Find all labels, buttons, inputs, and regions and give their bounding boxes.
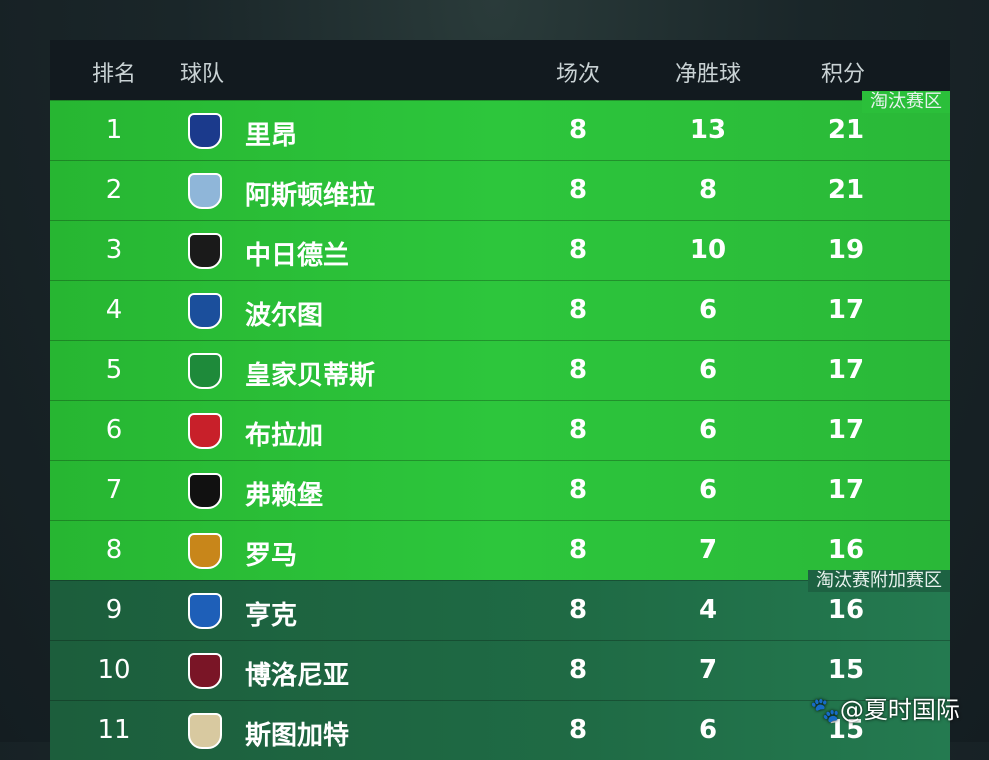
lyon-crest-icon	[188, 113, 222, 149]
table-row[interactable]: 10 博洛尼亚 8 7 15	[50, 640, 950, 700]
betis-crest-icon	[188, 353, 222, 389]
team-name: 中日德兰	[245, 241, 350, 271]
played: 8	[568, 535, 588, 565]
rank: 4	[105, 295, 123, 325]
points: 16	[827, 595, 865, 625]
table-row[interactable]: 9 亨克 8 4 16	[50, 580, 950, 640]
header-points: 积分	[821, 62, 866, 87]
team-name: 里昂	[245, 121, 298, 151]
genk-crest-icon	[188, 593, 222, 629]
rank: 9	[105, 595, 123, 625]
zone-label-knockout: 淘汰赛区	[862, 91, 950, 113]
played: 8	[568, 595, 588, 625]
aston-villa-crest-icon	[188, 173, 222, 209]
played: 8	[568, 295, 588, 325]
zone-label-playoff: 淘汰赛附加赛区	[808, 570, 950, 592]
points: 21	[827, 115, 865, 145]
rank: 2	[105, 175, 123, 205]
points: 17	[827, 475, 865, 505]
played: 8	[568, 655, 588, 685]
standings-table: 排名 球队 场次 净胜球 积分 1 里昂 8 13 21 2 阿斯顿维拉 8 8 …	[50, 40, 950, 760]
goal-diff: 10	[689, 235, 727, 265]
points: 17	[827, 355, 865, 385]
braga-crest-icon	[188, 413, 222, 449]
team-name: 罗马	[245, 541, 298, 571]
header-team: 球队	[180, 62, 225, 87]
points: 17	[827, 415, 865, 445]
goal-diff: 6	[698, 355, 718, 385]
points: 17	[827, 295, 865, 325]
bologna-crest-icon	[188, 653, 222, 689]
table-header: 排名 球队 场次 净胜球 积分	[50, 40, 950, 100]
table-row[interactable]: 4 波尔图 8 6 17	[50, 280, 950, 340]
goal-diff: 6	[698, 715, 718, 745]
played: 8	[568, 115, 588, 145]
played: 8	[568, 475, 588, 505]
played: 8	[568, 415, 588, 445]
played: 8	[568, 355, 588, 385]
team-name: 亨克	[245, 601, 298, 631]
table-row[interactable]: 1 里昂 8 13 21	[50, 100, 950, 160]
rank: 5	[105, 355, 123, 385]
points: 15	[827, 715, 865, 745]
rank: 1	[105, 115, 123, 145]
table-row[interactable]: 5 皇家贝蒂斯 8 6 17	[50, 340, 950, 400]
rank: 7	[105, 475, 123, 505]
team-name: 阿斯顿维拉	[245, 181, 376, 211]
team-name: 弗赖堡	[245, 481, 324, 511]
team-name: 皇家贝蒂斯	[245, 361, 376, 391]
points: 19	[827, 235, 865, 265]
table-row[interactable]: 7 弗赖堡 8 6 17	[50, 460, 950, 520]
played: 8	[568, 235, 588, 265]
played: 8	[568, 715, 588, 745]
goal-diff: 7	[698, 535, 718, 565]
midtjylland-crest-icon	[188, 233, 222, 269]
porto-crest-icon	[188, 293, 222, 329]
header-played: 场次	[556, 62, 601, 87]
freiburg-crest-icon	[188, 473, 222, 509]
points: 16	[827, 535, 865, 565]
baidu-paw-icon: 🐾	[810, 696, 840, 724]
stuttgart-crest-icon	[188, 713, 222, 749]
table-row[interactable]: 3 中日德兰 8 10 19	[50, 220, 950, 280]
rank: 11	[97, 715, 131, 745]
table-row[interactable]: 8 罗马 8 7 16	[50, 520, 950, 580]
rank: 3	[105, 235, 123, 265]
rank: 10	[97, 655, 131, 685]
rank: 8	[105, 535, 123, 565]
goal-diff: 6	[698, 295, 718, 325]
team-name: 斯图加特	[245, 721, 350, 751]
table-row[interactable]: 6 布拉加 8 6 17	[50, 400, 950, 460]
team-name: 博洛尼亚	[245, 661, 350, 691]
points: 15	[827, 655, 865, 685]
header-goal-diff: 净胜球	[675, 62, 742, 87]
points: 21	[827, 175, 865, 205]
goal-diff: 7	[698, 655, 718, 685]
played: 8	[568, 175, 588, 205]
goal-diff: 4	[698, 595, 718, 625]
header-rank: 排名	[92, 62, 137, 87]
table-row[interactable]: 2 阿斯顿维拉 8 8 21	[50, 160, 950, 220]
goal-diff: 13	[689, 115, 727, 145]
goal-diff: 6	[698, 475, 718, 505]
watermark-text: @夏时国际	[839, 696, 960, 724]
rank: 6	[105, 415, 123, 445]
watermark: 🐾@夏时国际	[810, 690, 960, 725]
roma-crest-icon	[188, 533, 222, 569]
team-name: 布拉加	[245, 421, 324, 451]
goal-diff: 6	[698, 415, 718, 445]
goal-diff: 8	[698, 175, 718, 205]
team-name: 波尔图	[245, 301, 324, 331]
